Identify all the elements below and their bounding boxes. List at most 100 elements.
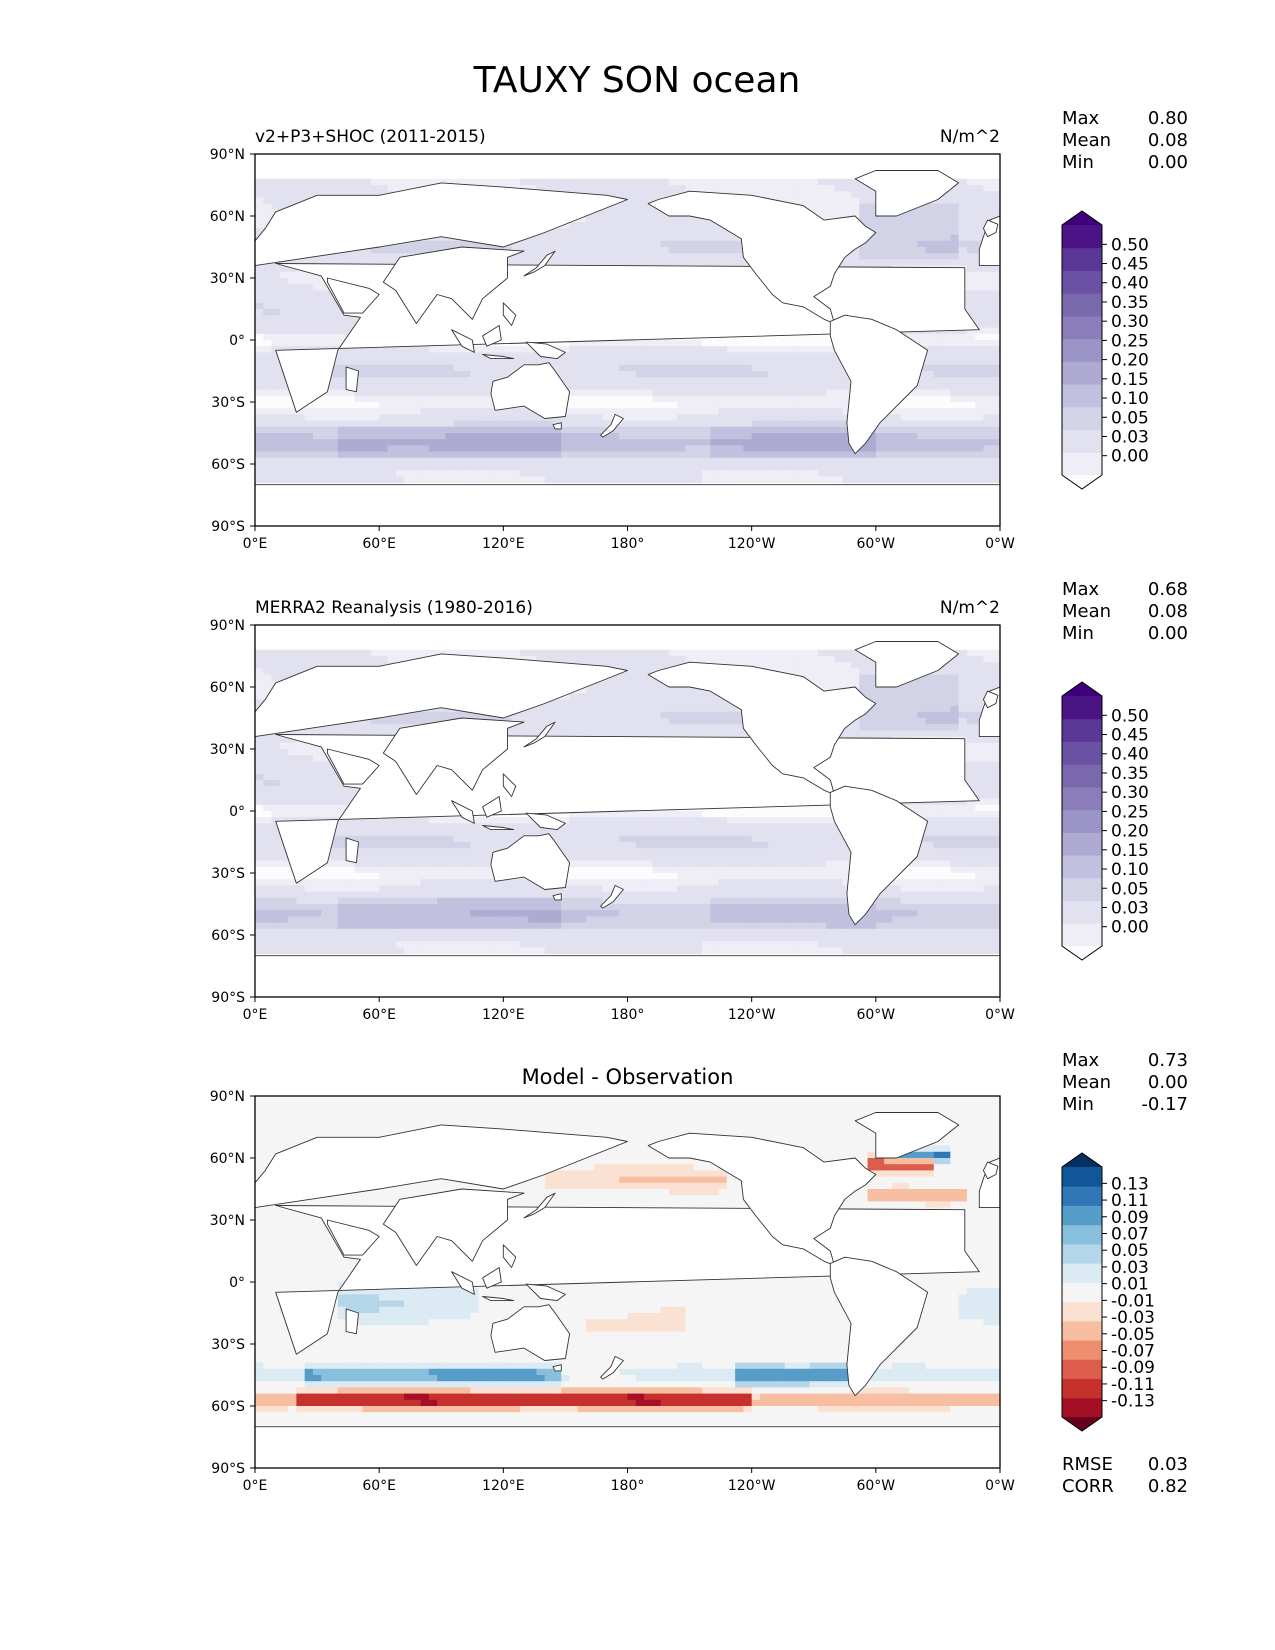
colorbar-tick-label: -0.01	[1111, 1291, 1155, 1311]
y-tick-label: 90°N	[210, 1089, 245, 1105]
y-tick-label: 60°N	[210, 680, 245, 696]
land-polygon	[525, 812, 566, 831]
land-polygon	[854, 1112, 960, 1159]
land-polygon	[451, 1271, 475, 1295]
colorbar-segment	[1062, 1301, 1102, 1322]
colorbar-tick-label: 0.11	[1111, 1191, 1149, 1211]
panel-2: 90°N 60°N 30°N 0° 30°S 60°S 90°S0°E 60°E 120°E 18…	[210, 579, 1188, 1023]
colorbar-segment	[1062, 764, 1102, 788]
colorbar-segment	[1062, 741, 1102, 765]
x-tick-label: 60°W	[856, 536, 895, 552]
colorbar-tick-label: 0.45	[1111, 726, 1149, 746]
colorbar-segment	[1062, 225, 1102, 249]
colorbar-segment	[1062, 270, 1102, 294]
colorbar-segment	[1062, 293, 1102, 317]
x-tick-label: 60°E	[362, 1007, 396, 1023]
stat-value: 0.00	[1148, 623, 1188, 644]
land-polygon	[255, 484, 1000, 526]
colorbar-segment	[1062, 1167, 1102, 1187]
stat-value: 0.00	[1148, 152, 1188, 173]
stat-value: 0.80	[1148, 108, 1188, 129]
stat-value: 0.08	[1148, 130, 1188, 151]
stat-label: Mean	[1062, 1072, 1111, 1093]
land-polygon	[255, 1426, 1000, 1468]
colorbar-segment	[1062, 1378, 1102, 1399]
colorbar-extend-bottom	[1062, 475, 1102, 489]
land-polygon	[502, 302, 517, 326]
land-polygon	[326, 277, 380, 314]
x-tick-label: 0°E	[243, 1478, 268, 1494]
land-polygon	[255, 1124, 628, 1209]
metric-value: 0.82	[1148, 1476, 1188, 1497]
colorbar-tick-label: 0.30	[1111, 783, 1149, 803]
y-tick-label: 0°	[229, 1275, 245, 1291]
colorbar-tick-label: -0.05	[1111, 1325, 1155, 1345]
land-polygon	[382, 246, 525, 324]
colorbar-segment	[1062, 1243, 1102, 1264]
x-tick-label: 0°W	[985, 1478, 1015, 1494]
y-tick-label: 90°S	[211, 1461, 245, 1477]
colorbar-segment	[1062, 1224, 1102, 1245]
colorbar-segment	[1062, 1340, 1102, 1360]
land-polygon	[326, 748, 380, 785]
panel-title: MERRA2 Reanalysis (1980-2016)	[255, 598, 533, 618]
y-tick-label: 60°S	[211, 457, 245, 473]
land-polygon	[326, 1219, 380, 1256]
colorbar-segment	[1062, 315, 1102, 340]
x-tick-label: 60°W	[856, 1478, 895, 1494]
y-tick-label: 60°N	[210, 209, 245, 225]
colorbar-tick-label: 0.20	[1111, 351, 1149, 371]
land-polygon	[829, 314, 929, 455]
colorbar-tick-label: 0.07	[1111, 1224, 1149, 1244]
x-tick-label: 120°W	[728, 1478, 776, 1494]
land-polygon	[490, 362, 571, 419]
colorbar-segment	[1062, 696, 1102, 720]
land-polygon	[525, 1283, 566, 1302]
land-polygon	[490, 833, 571, 890]
land-polygon	[982, 690, 999, 709]
colorbar-tick-label: 0.13	[1111, 1174, 1149, 1194]
stat-value: 0.68	[1148, 579, 1188, 600]
land-polygon	[482, 354, 515, 360]
colorbar-tick-label: 0.00	[1111, 447, 1149, 467]
land-polygon	[382, 1188, 525, 1266]
land-polygon	[482, 1267, 502, 1289]
stat-label: Mean	[1062, 601, 1111, 622]
colorbar: 0.500.450.400.350.300.250.200.150.100.05…	[1061, 210, 1149, 490]
coastlines	[255, 170, 1000, 526]
colorbar-tick-label: 0.40	[1111, 745, 1149, 765]
land-polygon	[600, 884, 624, 909]
x-tick-label: 120°W	[728, 536, 776, 552]
x-tick-label: 120°E	[482, 1007, 525, 1023]
colorbar-tick-label: 0.10	[1111, 860, 1149, 880]
land-polygon	[523, 721, 556, 748]
colorbar-extend-bottom	[1062, 1417, 1102, 1431]
land-polygon	[982, 219, 999, 238]
land-polygon	[647, 190, 877, 324]
colorbar-segment	[1062, 855, 1102, 879]
land-polygon	[490, 1304, 571, 1361]
land-polygon	[382, 717, 525, 795]
stat-value: 0.08	[1148, 601, 1188, 622]
land-polygon	[982, 1161, 999, 1180]
panel-title: v2+P3+SHOC (2011-2015)	[255, 127, 486, 147]
x-tick-label: 120°W	[728, 1007, 776, 1023]
y-tick-label: 60°N	[210, 1151, 245, 1167]
colorbar-outline	[1061, 681, 1103, 961]
colorbar-segment	[1062, 361, 1102, 385]
land-polygon	[647, 661, 877, 795]
y-tick-label: 90°S	[211, 990, 245, 1006]
coastlines	[255, 641, 1000, 997]
colorbar-tick-label: 0.45	[1111, 255, 1149, 275]
panel-units: N/m^2	[940, 127, 1000, 147]
land-polygon	[502, 773, 517, 797]
colorbar-tick-label: 0.03	[1111, 1258, 1149, 1278]
land-polygon	[482, 825, 515, 831]
x-tick-label: 60°W	[856, 1007, 895, 1023]
land-polygon	[255, 955, 1000, 997]
land-polygon	[525, 341, 566, 360]
land-polygon	[451, 329, 475, 353]
land-polygon	[647, 1132, 877, 1266]
y-tick-label: 90°N	[210, 147, 245, 163]
